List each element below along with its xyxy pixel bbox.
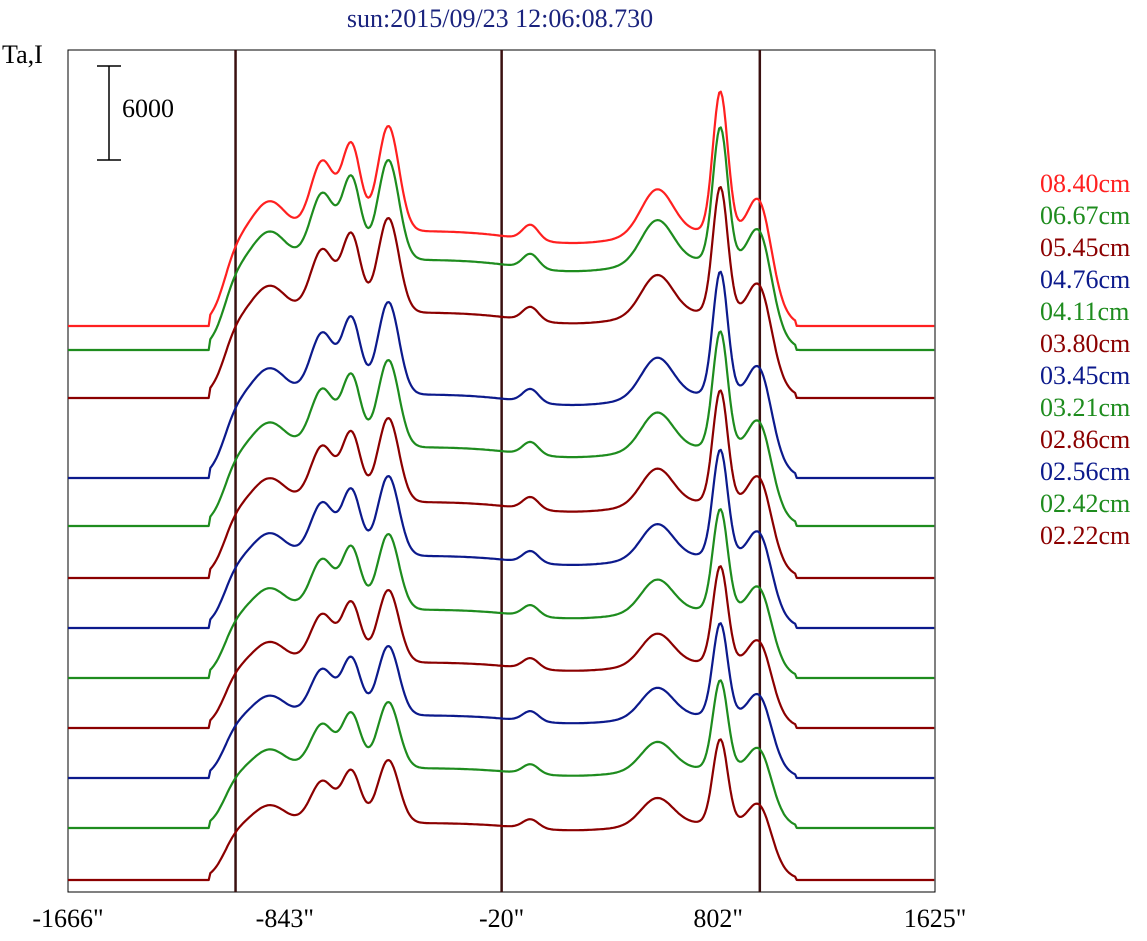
series-line-03.21cm	[68, 508, 935, 680]
series-line-04.11cm	[68, 330, 935, 528]
x-tick-label: -20"	[478, 904, 525, 933]
series-line-02.86cm	[68, 565, 935, 730]
chart-title: sun:2015/09/23 12:06:08.730	[346, 4, 654, 33]
legend-entry: 03.45cm	[1040, 361, 1131, 390]
x-tick-label: 802"	[693, 904, 743, 933]
legend-entry: 04.11cm	[1040, 297, 1130, 326]
x-tick-label: -843"	[255, 904, 314, 933]
series-line-03.45cm	[68, 448, 935, 630]
legend-entry: 05.45cm	[1040, 233, 1131, 262]
legend-entry: 02.86cm	[1040, 425, 1131, 454]
series-line-06.67cm	[68, 126, 935, 352]
legend-entry: 02.22cm	[1040, 521, 1131, 550]
legend-entry: 08.40cm	[1040, 169, 1131, 198]
series-line-05.45cm	[68, 186, 935, 400]
series-line-02.22cm	[68, 738, 935, 882]
series-line-04.76cm	[68, 270, 935, 480]
legend-entry: 02.42cm	[1040, 489, 1131, 518]
y-axis-label: Ta,I	[2, 40, 43, 69]
x-tick-label: 1625"	[903, 904, 967, 933]
legend: 08.40cm 06.67cm 05.45cm 04.76cm 04.11cm 03.80…	[1040, 168, 1130, 552]
legend-entry: 02.56cm	[1040, 457, 1131, 486]
series-line-02.42cm	[68, 679, 935, 830]
x-tick-label: -1666"	[32, 904, 104, 933]
legend-entry: 03.80cm	[1040, 329, 1131, 358]
series-line-02.56cm	[68, 622, 935, 780]
legend-entry: 04.76cm	[1040, 265, 1131, 294]
scale-bar	[97, 65, 121, 161]
legend-entry: 03.21cm	[1040, 393, 1131, 422]
legend-entry: 06.67cm	[1040, 201, 1131, 230]
series-line-03.80cm	[68, 389, 935, 580]
series-line-08.40cm	[68, 90, 935, 328]
scale-bar-label: 6000	[122, 94, 174, 123]
